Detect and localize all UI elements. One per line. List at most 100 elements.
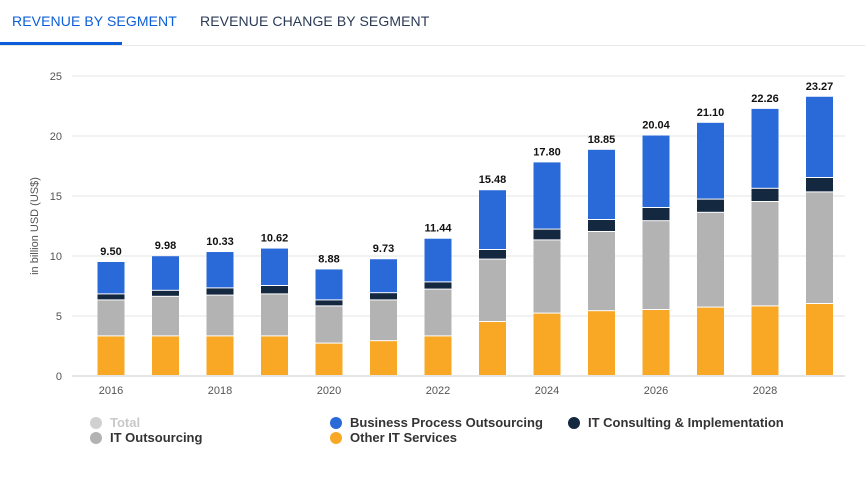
data-label-total: 10.33 (206, 236, 234, 248)
bar-segment (533, 240, 561, 313)
y-tick-label: 25 (50, 71, 62, 83)
data-label-total: 22.26 (751, 93, 779, 105)
bar-segment (370, 293, 397, 300)
bar-segment (424, 282, 452, 289)
bar-segment (479, 259, 506, 321)
x-tick-label: 2026 (644, 385, 668, 397)
bar-segment (370, 300, 397, 341)
bar-segment (751, 188, 779, 201)
bar-segment (97, 336, 125, 375)
bar-segment (206, 288, 234, 295)
bar-segment (806, 178, 833, 192)
bar-segment (479, 322, 506, 375)
bar-segment (152, 290, 179, 296)
bar-segment (479, 250, 506, 259)
bar-segment (588, 149, 615, 219)
bar-segment (642, 310, 670, 375)
data-label-total: 17.80 (533, 146, 561, 158)
bar-segment (97, 262, 125, 294)
bar-segment (751, 306, 779, 375)
bar-segment (588, 232, 615, 311)
tab-revenue-change-by-segment[interactable]: REVENUE CHANGE BY SEGMENT (200, 13, 430, 29)
bar-segment (697, 122, 724, 199)
data-label-total: 8.88 (318, 253, 339, 265)
bar-segment (206, 252, 234, 288)
y-tick-label: 15 (50, 191, 62, 203)
bar-segment (424, 238, 452, 282)
data-label-total: 20.04 (642, 120, 670, 132)
tab-bar: REVENUE BY SEGMENT REVENUE CHANGE BY SEG… (0, 0, 865, 46)
x-tick-label: 2016 (99, 385, 123, 397)
legend-item-it-consulting-implementation[interactable]: IT Consulting & Implementation (568, 415, 784, 430)
bar-segment (206, 295, 234, 336)
y-tick-label: 10 (50, 251, 62, 263)
legend-label-total: Total (110, 415, 141, 430)
bar-segment (533, 229, 561, 240)
stacked-bar-chart: 0 5 10 15 20 25 in billion USD (US$) 9.50 9.98 10… (29, 71, 845, 397)
legend-swatch-other-it-services (330, 431, 342, 444)
bar-segment (97, 294, 125, 300)
data-label-total: 9.50 (100, 246, 121, 258)
bar-segment (479, 190, 506, 249)
bar-segment (806, 304, 833, 375)
data-label-total: 9.98 (155, 240, 176, 252)
bar-segment (315, 269, 343, 300)
bar-segment (697, 212, 724, 307)
x-tick-label: 2022 (426, 385, 450, 397)
bar-segment (261, 286, 288, 294)
bar-segment (315, 300, 343, 306)
bar-segment (533, 313, 561, 375)
bar-segment (261, 336, 288, 375)
bar-segment (588, 220, 615, 231)
bar-segment (261, 294, 288, 336)
legend-label-business-process-outsourcing: Business Process Outsourcing (350, 415, 543, 430)
data-label-total: 11.44 (425, 223, 453, 235)
bar-segment (152, 296, 179, 336)
bar-segment (751, 202, 779, 306)
bar-segment (424, 289, 452, 336)
data-label-total: 9.73 (373, 243, 394, 255)
bar-segment (642, 135, 670, 207)
legend-item-business-process-outsourcing[interactable]: Business Process Outsourcing (330, 415, 543, 430)
legend-item-other-it-services[interactable]: Other IT Services (330, 430, 457, 445)
tab-revenue-by-segment[interactable]: REVENUE BY SEGMENT (12, 13, 177, 29)
bar-segment (152, 256, 179, 290)
y-tick-label: 20 (50, 131, 62, 143)
bar-segment (642, 208, 670, 221)
data-label-total: 10.62 (261, 233, 289, 245)
bar-segment (152, 336, 179, 375)
bar-segment (206, 336, 234, 375)
bar-segment (588, 311, 615, 375)
data-label-total: 18.85 (588, 134, 616, 146)
y-tick-label: 5 (56, 311, 62, 323)
y-tick-label: 0 (56, 371, 62, 383)
bar-segment (806, 192, 833, 303)
bar-segment (642, 221, 670, 309)
bar-segment (370, 259, 397, 293)
x-tick-label: 2020 (317, 385, 341, 397)
bar-segment (424, 336, 452, 375)
legend-label-it-outsourcing: IT Outsourcing (110, 430, 203, 445)
legend-item-it-outsourcing[interactable]: IT Outsourcing (90, 430, 202, 445)
bar-segment (751, 108, 779, 188)
legend-label-other-it-services: Other IT Services (350, 430, 457, 445)
legend-label-it-consulting-implementation: IT Consulting & Implementation (588, 415, 784, 430)
legend-swatch-it-consulting-implementation (568, 416, 580, 429)
bar-segment (370, 341, 397, 375)
data-label-total: 21.10 (697, 107, 725, 119)
x-tick-label: 2024 (535, 385, 559, 397)
legend-item-total[interactable]: Total (90, 415, 140, 430)
y-axis-label: in billion USD (US$) (29, 177, 41, 275)
bar-segment (697, 199, 724, 212)
data-label-total: 15.48 (479, 174, 507, 186)
bar-segment (315, 343, 343, 375)
bar-segment (261, 248, 288, 285)
bar-segment (697, 307, 724, 375)
legend-swatch-total (90, 416, 102, 429)
bar-segment (97, 300, 125, 336)
legend-swatch-it-outsourcing (90, 431, 102, 444)
bar-segment (533, 162, 561, 229)
data-label-total: 23.27 (806, 81, 834, 93)
legend-swatch-business-process-outsourcing (330, 416, 342, 429)
active-tab-indicator (0, 42, 122, 45)
